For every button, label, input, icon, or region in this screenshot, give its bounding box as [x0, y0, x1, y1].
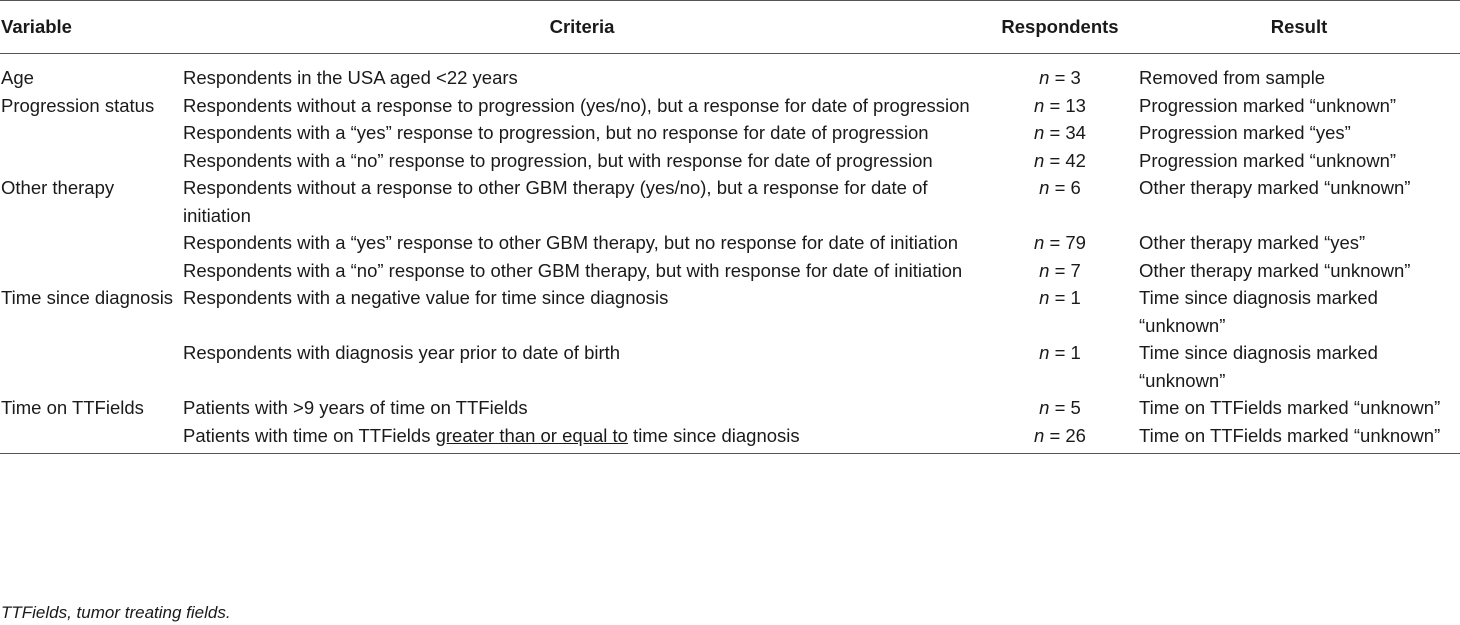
criteria-text: time since diagnosis [627, 424, 800, 446]
cell-result: Time since diagnosis marked “unknown” [1139, 287, 1378, 336]
header-variable: Variable [1, 16, 72, 38]
table-header: Variable Criteria Respondents Result [0, 0, 1460, 54]
cell-variable [0, 339, 182, 394]
cell-criteria: Respondents with a “yes” response to pro… [183, 122, 929, 143]
cell-result: Other therapy marked “unknown” [1139, 177, 1411, 198]
n-label: n [1039, 177, 1050, 198]
cell-result: Time on TTFields marked “unknown” [1139, 397, 1441, 418]
cell-result: Time on TTFields marked “unknown” [1139, 424, 1441, 446]
criteria-text: Patients with time on TTFields [183, 424, 436, 446]
cell-criteria: Respondents with a “no” response to othe… [183, 259, 963, 281]
cell-variable: Progression status [1, 94, 155, 116]
cell-result: Other therapy marked “unknown” [1139, 259, 1411, 281]
n-label: n [1039, 67, 1050, 88]
n-value: = 13 [1044, 94, 1086, 116]
cell-variable [0, 119, 182, 147]
cell-criteria: Respondents without a response to other … [183, 177, 928, 226]
n-value: = 1 [1049, 342, 1081, 363]
n-value: = 5 [1049, 397, 1081, 418]
table-body: Age Respondents in the USA aged <22 year… [0, 54, 1460, 454]
cell-criteria: Respondents without a response to progre… [183, 94, 970, 116]
cell-criteria: Respondents with diagnosis year prior to… [183, 342, 621, 363]
cell-respondents: n = 1 [982, 284, 1138, 339]
n-value: = 7 [1049, 259, 1081, 281]
cell-variable [0, 422, 182, 454]
cell-variable [0, 147, 182, 175]
header-result: Result [1270, 16, 1328, 38]
n-label: n [1034, 232, 1045, 253]
cell-result: Removed from sample [1139, 67, 1326, 88]
cell-criteria: Patients with time on TTFields greater t… [182, 422, 982, 454]
table-footnote: TTFields, tumor treating fields. [1, 603, 231, 622]
table-row: Patients with time on TTFields greater t… [0, 422, 1460, 454]
table-row: Age Respondents in the USA aged <22 year… [0, 54, 1460, 92]
n-value: = 6 [1049, 177, 1081, 198]
cell-respondents: n = 6 [982, 174, 1138, 229]
cell-criteria: Patients with >9 years of time on TTFiel… [183, 397, 528, 418]
n-label: n [1039, 259, 1050, 281]
cell-variable: Age [1, 67, 34, 88]
n-value: = 26 [1044, 424, 1086, 446]
table-row: Other therapy Respondents without a resp… [0, 174, 1460, 229]
cell-criteria: Respondents with a “yes” response to oth… [183, 232, 959, 253]
cell-result: Other therapy marked “yes” [1139, 232, 1366, 253]
header-row: Variable Criteria Respondents Result [0, 0, 1460, 54]
criteria-underlined-text: greater than or equal to [435, 424, 628, 446]
cell-variable: Time since diagnosis [1, 287, 174, 308]
n-value: = 42 [1044, 149, 1086, 171]
n-label: n [1039, 397, 1050, 418]
cell-criteria: Respondents with a negative value for ti… [183, 287, 669, 308]
table-row: Respondents with diagnosis year prior to… [0, 339, 1460, 394]
cell-variable [0, 229, 182, 257]
cell-respondents: n = 26 [982, 422, 1138, 454]
n-value: = 1 [1049, 287, 1081, 308]
cell-result: Time since diagnosis marked “unknown” [1139, 342, 1378, 391]
n-value: = 3 [1049, 67, 1081, 88]
n-label: n [1034, 149, 1045, 171]
n-label: n [1039, 342, 1050, 363]
cell-respondents: n = 7 [982, 257, 1138, 285]
n-value: = 34 [1044, 122, 1086, 143]
cell-result: Progression marked “unknown” [1139, 94, 1397, 116]
cell-respondents: n = 1 [982, 339, 1138, 394]
n-label: n [1034, 94, 1045, 116]
cell-respondents: n = 13 [982, 92, 1138, 120]
cell-variable: Other therapy [1, 177, 115, 198]
cell-criteria: Respondents in the USA aged <22 years [183, 67, 518, 88]
data-table: Variable Criteria Respondents Result Age… [0, 0, 1460, 454]
cell-variable: Time on TTFields [1, 397, 144, 418]
cell-result: Progression marked “yes” [1139, 122, 1351, 143]
cell-respondents: n = 42 [982, 147, 1138, 175]
header-respondents: Respondents [1001, 16, 1119, 38]
n-label: n [1034, 122, 1045, 143]
cell-result: Progression marked “unknown” [1139, 149, 1397, 171]
n-value: = 79 [1044, 232, 1086, 253]
cell-respondents: n = 34 [982, 119, 1138, 147]
table-row: Progression status Respondents without a… [0, 92, 1460, 120]
table-row: Respondents with a “no” response to othe… [0, 257, 1460, 285]
cell-variable [0, 257, 182, 285]
cell-criteria: Respondents with a “no” response to prog… [183, 149, 933, 171]
n-label: n [1034, 424, 1045, 446]
cell-respondents: n = 79 [982, 229, 1138, 257]
table-row: Respondents with a “no” response to prog… [0, 147, 1460, 175]
n-label: n [1039, 287, 1050, 308]
table-row: Respondents with a “yes” response to pro… [0, 119, 1460, 147]
cell-respondents: n = 3 [982, 54, 1138, 92]
table-row: Time on TTFields Patients with >9 years … [0, 394, 1460, 422]
cell-respondents: n = 5 [982, 394, 1138, 422]
table-row: Respondents with a “yes” response to oth… [0, 229, 1460, 257]
table-row: Time since diagnosis Respondents with a … [0, 284, 1460, 339]
header-criteria: Criteria [549, 16, 615, 38]
